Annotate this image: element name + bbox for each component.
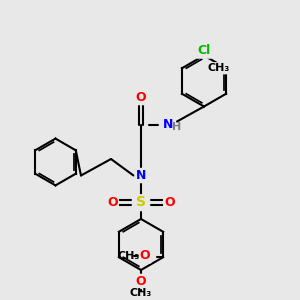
Text: O: O (136, 91, 146, 104)
Text: CH₃: CH₃ (208, 63, 230, 73)
Text: H: H (172, 122, 181, 133)
Text: N: N (136, 169, 146, 182)
Text: O: O (136, 275, 146, 288)
Text: Cl: Cl (197, 44, 211, 58)
Text: CH₃: CH₃ (118, 251, 140, 261)
Text: CH₃: CH₃ (130, 287, 152, 298)
Text: O: O (164, 196, 175, 209)
Text: S: S (136, 196, 146, 209)
Text: N: N (163, 118, 173, 131)
Text: O: O (140, 249, 150, 262)
Text: O: O (107, 196, 118, 209)
